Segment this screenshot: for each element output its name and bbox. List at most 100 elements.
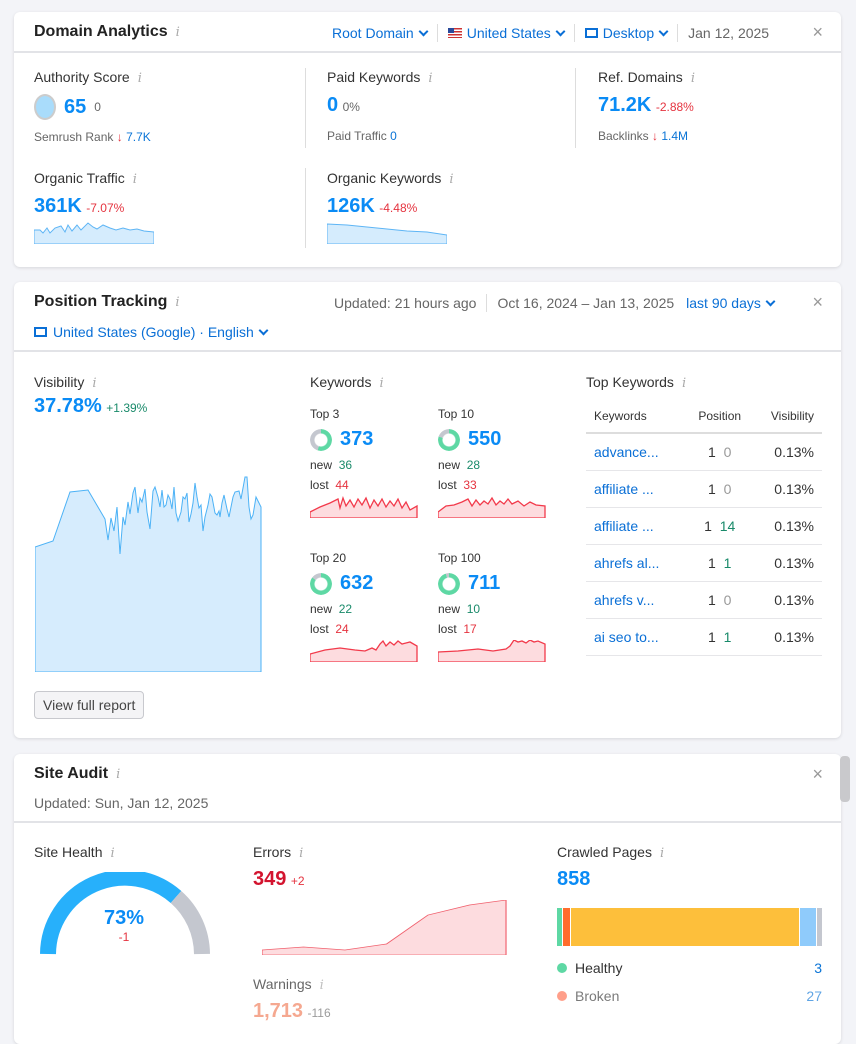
- site-health-gauge: [40, 872, 210, 955]
- bar-segment-healthy[interactable]: [557, 908, 562, 946]
- crawled-legend: Healthy 3 Broken 27: [557, 954, 822, 1010]
- close-icon[interactable]: ×: [812, 292, 823, 312]
- keyword-group[interactable]: Top 100 711 new 10 lost 17: [437, 551, 548, 667]
- info-icon[interactable]: i: [175, 25, 180, 40]
- visibility: 0.13%: [774, 628, 814, 645]
- visibility: 0.13%: [774, 554, 814, 571]
- us-flag-icon: [447, 28, 462, 38]
- scrollbar-thumb[interactable]: [840, 756, 850, 802]
- info-icon[interactable]: i: [175, 295, 180, 310]
- position: 1: [708, 628, 716, 645]
- visibility: 0.13%: [774, 517, 814, 534]
- gauge-fill: [40, 872, 182, 955]
- authority-circle-icon: [34, 94, 56, 120]
- organic-traffic-value[interactable]: 361K: [34, 195, 82, 217]
- warnings-label: Warnings: [253, 976, 312, 992]
- position-change: 14: [719, 517, 736, 534]
- position-tracking-card: Position Tracking i Updated: 21 hours ago…: [14, 282, 841, 738]
- ref-domains-value[interactable]: 71.2K: [598, 94, 652, 116]
- ref-domains-label: Ref. Domains: [598, 69, 683, 85]
- keyword-link[interactable]: ai seo to...: [594, 628, 659, 645]
- chevron-down-icon: [658, 26, 669, 37]
- info-icon[interactable]: i: [92, 376, 97, 391]
- bar-segment-broken[interactable]: [563, 908, 570, 946]
- info-icon[interactable]: i: [690, 71, 695, 86]
- authority-score-label: Authority Score: [34, 69, 130, 85]
- keyword-link[interactable]: ahrefs al...: [594, 554, 660, 571]
- errors-sparkline: [262, 900, 507, 955]
- keyword-sparkline: [309, 639, 418, 663]
- bar-segment-redirects[interactable]: [800, 908, 816, 946]
- country-dropdown[interactable]: United States: [447, 25, 566, 41]
- table-row: ai seo to... 1 1 0.13%: [586, 618, 822, 655]
- keyword-group[interactable]: Top 3 373 new 36 lost 44: [309, 407, 420, 523]
- top-keywords-table: Keywords Position Visibility advance... …: [586, 399, 822, 656]
- warnings-value[interactable]: 1,713: [253, 1000, 304, 1022]
- visibility: 0.13%: [774, 480, 814, 497]
- keyword-sparkline: [437, 496, 546, 519]
- top-keywords-label: Top Keywords: [586, 374, 674, 390]
- domain-analytics-card: Domain Analytics i Root Domain United Sta…: [14, 12, 841, 267]
- keyword-link[interactable]: affiliate ...: [594, 480, 654, 497]
- organic-keywords-value[interactable]: 126K: [327, 195, 375, 217]
- organic-keywords-sparkline: [326, 223, 448, 245]
- chevron-down-icon: [258, 325, 269, 336]
- site-audit-card: Site Audit i Updated: Sun, Jan 12, 2025 ×…: [14, 754, 841, 1044]
- errors-value[interactable]: 349: [253, 868, 287, 890]
- info-icon[interactable]: i: [379, 376, 384, 391]
- legend-item-healthy[interactable]: Healthy 3: [557, 954, 822, 982]
- bar-segment-issues[interactable]: [571, 908, 799, 946]
- group-value: 550: [468, 428, 502, 450]
- date-label: Jan 12, 2025: [688, 25, 770, 41]
- info-icon[interactable]: i: [116, 767, 121, 782]
- info-icon[interactable]: i: [132, 172, 137, 187]
- crawled-pages-bar: [557, 908, 822, 946]
- view-full-report-button[interactable]: View full report: [34, 691, 145, 719]
- close-icon[interactable]: ×: [812, 22, 823, 42]
- legend-item-broken[interactable]: Broken 27: [557, 982, 822, 1010]
- info-icon[interactable]: i: [681, 376, 687, 391]
- card-title: Position Tracking: [34, 293, 168, 310]
- date-range-label: Oct 16, 2024 – Jan 13, 2025: [497, 295, 675, 311]
- keyword-group[interactable]: Top 20 632 new 22 lost 24: [309, 551, 420, 667]
- info-icon[interactable]: i: [319, 978, 324, 993]
- keyword-link[interactable]: advance...: [594, 443, 659, 460]
- table-row: advance... 1 0 0.13%: [586, 433, 822, 470]
- root-domain-dropdown[interactable]: Root Domain: [332, 25, 429, 41]
- visibility: 0.13%: [774, 443, 814, 460]
- organic-keywords-label: Organic Keywords: [327, 170, 442, 186]
- close-icon[interactable]: ×: [812, 764, 823, 784]
- table-row: ahrefs al... 1 1 0.13%: [586, 544, 822, 581]
- desktop-icon: [34, 327, 47, 337]
- keyword-link[interactable]: ahrefs v...: [594, 591, 655, 608]
- location-dropdown[interactable]: United States (Google) · English: [34, 324, 269, 340]
- info-icon[interactable]: i: [428, 71, 433, 86]
- paid-traffic-link[interactable]: 0: [390, 129, 397, 143]
- group-label: Top 100: [438, 551, 481, 565]
- paid-keywords-value[interactable]: 0: [327, 94, 339, 116]
- position: 1: [708, 480, 716, 497]
- keywords-label: Keywords: [310, 374, 372, 390]
- chevron-down-icon: [418, 26, 429, 37]
- crawled-pages-value[interactable]: 858: [557, 868, 591, 890]
- info-icon[interactable]: i: [299, 846, 304, 861]
- semrush-rank-link[interactable]: 7.7K: [126, 130, 151, 144]
- position-change: 0: [723, 443, 732, 460]
- device-dropdown[interactable]: Desktop: [584, 25, 669, 41]
- info-icon[interactable]: i: [137, 71, 142, 86]
- info-icon[interactable]: i: [110, 846, 115, 861]
- group-label: Top 20: [310, 551, 347, 565]
- keyword-link[interactable]: affiliate ...: [594, 517, 654, 534]
- info-icon[interactable]: i: [659, 846, 665, 861]
- visibility: 0.13%: [774, 591, 814, 608]
- bar-segment-blocked[interactable]: [817, 908, 822, 946]
- backlinks-link[interactable]: 1.4M: [661, 129, 689, 143]
- column-header: Visibility: [770, 408, 814, 423]
- info-icon[interactable]: i: [449, 172, 454, 187]
- period-dropdown[interactable]: last 90 days: [686, 295, 776, 311]
- keyword-group[interactable]: Top 10 550 new 28 lost 33: [437, 407, 548, 523]
- organic-traffic-sparkline: [33, 222, 155, 245]
- donut-icon: [310, 572, 332, 595]
- paid-keywords-label: Paid Keywords: [327, 69, 421, 85]
- crawled-pages-label: Crawled Pages: [557, 844, 652, 860]
